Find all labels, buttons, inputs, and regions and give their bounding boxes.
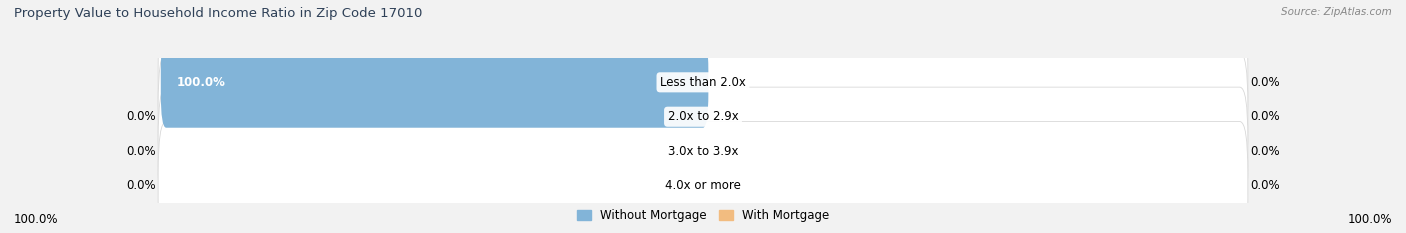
Text: 0.0%: 0.0% (1250, 76, 1281, 89)
Text: 100.0%: 100.0% (1347, 213, 1392, 226)
FancyBboxPatch shape (160, 37, 709, 128)
Text: 2.0x to 2.9x: 2.0x to 2.9x (668, 110, 738, 123)
Text: 0.0%: 0.0% (1250, 110, 1281, 123)
Text: 0.0%: 0.0% (1250, 179, 1281, 192)
Text: 4.0x or more: 4.0x or more (665, 179, 741, 192)
Text: 0.0%: 0.0% (125, 179, 156, 192)
Text: 100.0%: 100.0% (14, 213, 59, 226)
Legend: Without Mortgage, With Mortgage: Without Mortgage, With Mortgage (572, 205, 834, 227)
Text: Less than 2.0x: Less than 2.0x (659, 76, 747, 89)
Text: Source: ZipAtlas.com: Source: ZipAtlas.com (1281, 7, 1392, 17)
Text: 0.0%: 0.0% (125, 145, 156, 158)
Text: 0.0%: 0.0% (125, 110, 156, 123)
Text: 100.0%: 100.0% (177, 76, 226, 89)
FancyBboxPatch shape (157, 18, 1249, 146)
FancyBboxPatch shape (157, 53, 1249, 181)
Text: Property Value to Household Income Ratio in Zip Code 17010: Property Value to Household Income Ratio… (14, 7, 422, 20)
FancyBboxPatch shape (157, 122, 1249, 233)
Text: 0.0%: 0.0% (1250, 145, 1281, 158)
Text: 3.0x to 3.9x: 3.0x to 3.9x (668, 145, 738, 158)
FancyBboxPatch shape (157, 87, 1249, 215)
